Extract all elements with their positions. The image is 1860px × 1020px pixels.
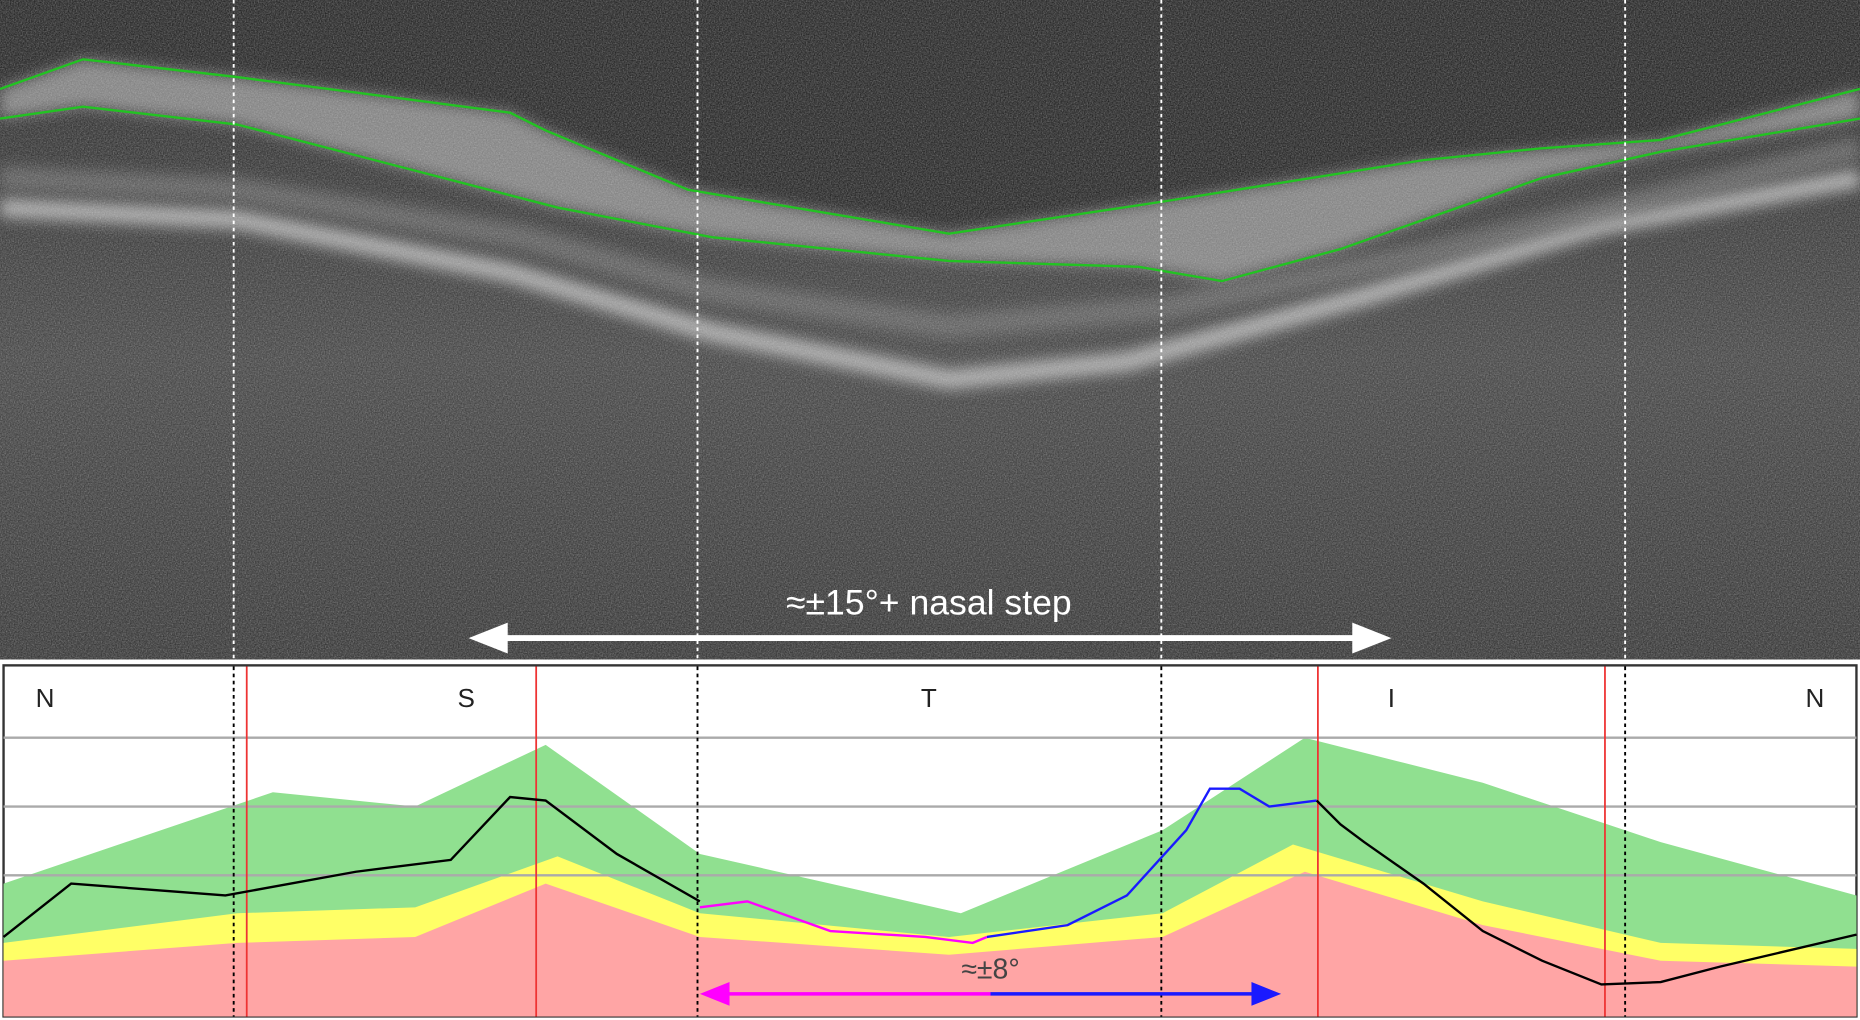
sector-label: N xyxy=(1806,683,1825,713)
arrow-head xyxy=(1352,622,1392,654)
sector-label: T xyxy=(921,683,937,713)
arrow-head xyxy=(699,982,730,1006)
thickness-line xyxy=(2,795,701,938)
thickness-line xyxy=(1315,799,1857,986)
arrow-head xyxy=(1251,982,1282,1006)
sector-label: I xyxy=(1388,683,1395,713)
abnormal-band xyxy=(3,871,1857,1017)
boundary-line xyxy=(0,105,1860,283)
thickness-line-defect xyxy=(986,787,1317,939)
thickness-line-defect xyxy=(699,900,988,945)
arrow-label: ≈±15°+ nasal step xyxy=(786,582,1072,622)
profile-chart: N S T I N ≈±8° xyxy=(2,664,1858,1018)
oct-scan: ≈±15°+ nasal step xyxy=(0,0,1860,660)
sector-label: S xyxy=(457,683,474,713)
boundary-line xyxy=(0,58,1860,235)
sector-label: N xyxy=(36,683,55,713)
arrow-head xyxy=(468,622,508,654)
arrow-label: ≈±8° xyxy=(961,953,1019,985)
